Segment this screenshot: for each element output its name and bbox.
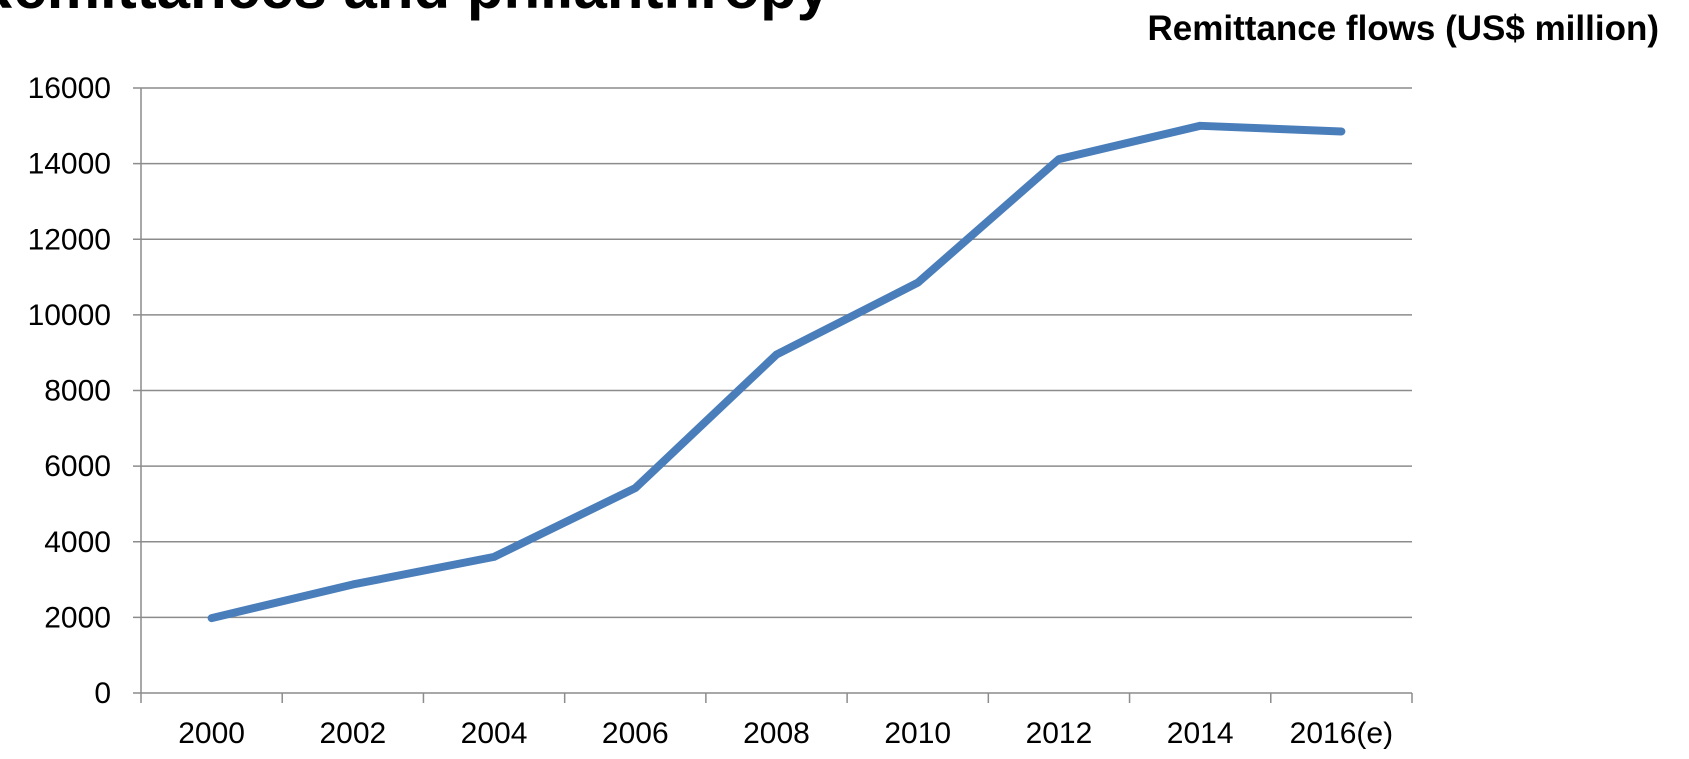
x-tick-label: 2000 <box>178 717 245 750</box>
x-tick-label: 2016(e) <box>1290 717 1393 750</box>
x-tick-label: 2002 <box>319 717 386 750</box>
page-heading: Remittances and philanthropy <box>0 0 831 21</box>
x-tick-label: 2008 <box>743 717 810 750</box>
y-tick-label: 12000 <box>28 223 111 256</box>
y-tick-label: 2000 <box>44 601 111 634</box>
x-tick-label: 2012 <box>1026 717 1093 750</box>
data-line <box>207 121 1346 623</box>
y-tick-label: 10000 <box>28 299 111 332</box>
y-tick-label: 4000 <box>44 526 111 559</box>
y-tick-label: 8000 <box>44 375 111 408</box>
y-tick-label: 14000 <box>28 148 111 181</box>
y-tick-label: 0 <box>94 677 111 710</box>
chart-title: Remittance flows (US$ million) <box>1148 9 1659 48</box>
y-tick-label: 16000 <box>28 72 111 105</box>
x-tick-label: 2004 <box>461 717 528 750</box>
y-tick-label: 6000 <box>44 450 111 483</box>
x-tick-label: 2010 <box>884 717 951 750</box>
x-tick-label: 2014 <box>1167 717 1234 750</box>
x-tick-label: 2006 <box>602 717 669 750</box>
